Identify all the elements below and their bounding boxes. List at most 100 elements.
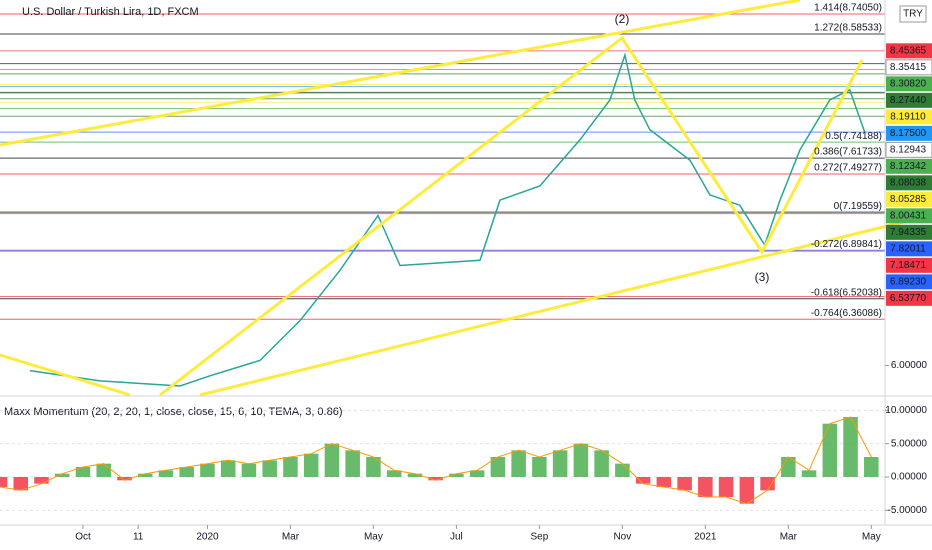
- y2-tick-label: 5.00000: [891, 438, 928, 449]
- momentum-bar: [760, 477, 775, 491]
- momentum-bar: [324, 443, 340, 477]
- momentum-bar: [864, 457, 879, 477]
- x-tick-label: Jul: [450, 532, 463, 543]
- momentum-line: [0, 416, 872, 505]
- chart-title: U.S. Dollar / Turkish Lira, 1D, FXCM: [22, 6, 199, 18]
- momentum-bar: [386, 470, 402, 477]
- x-tick-label: May: [862, 532, 881, 543]
- fib-label: 1.272(8.58533): [814, 23, 882, 34]
- price-tag: [886, 191, 932, 207]
- price-tag-label: 8.12943: [890, 144, 927, 155]
- price-tag-label: 8.08038: [890, 177, 927, 188]
- momentum-bar: [615, 463, 630, 477]
- momentum-bar: [677, 477, 692, 491]
- momentum-bar: [552, 450, 568, 477]
- price-tag-label: 8.35415: [890, 62, 927, 73]
- momentum-bar: [801, 470, 817, 477]
- price-tag-label: 8.30820: [890, 78, 927, 89]
- momentum-bar: [200, 463, 215, 477]
- price-tag-label: 7.18471: [890, 260, 927, 271]
- price-tag: [886, 241, 932, 257]
- channel-top: [0, 0, 801, 147]
- price-tag-label: 7.82011: [890, 243, 926, 254]
- x-tick-label: May: [364, 532, 383, 543]
- y2-tick-label: 10.00000: [885, 405, 927, 416]
- momentum-bar: [594, 450, 609, 477]
- momentum-bar: [220, 460, 236, 477]
- momentum-bar: [822, 423, 838, 477]
- price-tag: [886, 76, 932, 92]
- price-tag-label: 8.00431: [890, 210, 927, 221]
- currency-box[interactable]: [899, 5, 927, 23]
- x-tick-label: Sep: [530, 532, 548, 543]
- price-tag: [885, 141, 932, 158]
- x-tick-label: 2021: [694, 532, 717, 543]
- momentum-bar: [698, 477, 713, 497]
- momentum-bar: [635, 477, 651, 484]
- momentum-bar: [511, 450, 526, 477]
- channel-bottom: [199, 213, 932, 397]
- momentum-bar: [262, 460, 277, 477]
- x-tick-label: Nov: [613, 532, 631, 543]
- price-tag: [886, 224, 932, 240]
- momentum-bar: [345, 450, 360, 477]
- momentum-bar: [490, 457, 506, 477]
- momentum-bar: [96, 463, 111, 477]
- price-tag: [886, 92, 932, 108]
- price-tag: [886, 109, 932, 125]
- y2-tick-label: -5.00000: [888, 505, 928, 516]
- x-tick-label: Mar: [282, 532, 300, 543]
- price-tag: [886, 43, 932, 59]
- fib-label: -0.272(6.89841): [811, 239, 882, 250]
- momentum-bar: [179, 467, 194, 477]
- momentum-bar: [13, 477, 29, 491]
- fib-label: 0(7.19559): [834, 201, 882, 212]
- fib-label: 1.414(8.74050): [814, 3, 882, 14]
- momentum-bar: [718, 477, 734, 497]
- price-tag-label: 6.89230: [890, 276, 927, 287]
- momentum-bar: [656, 477, 672, 487]
- indicator-title: Maxx Momentum (20, 2, 20, 1, close, clos…: [4, 406, 343, 418]
- price-tag: [886, 257, 932, 273]
- fib-label: -0.618(6.52038): [811, 287, 882, 298]
- momentum-bar: [303, 453, 319, 477]
- price-tag: [886, 208, 932, 224]
- price-tag-label: 8.17500: [890, 128, 927, 139]
- momentum-bar: [739, 477, 755, 504]
- price-line: [29, 52, 866, 387]
- price-tag-label: 8.45365: [890, 45, 927, 56]
- y2-tick-label: 0.00000: [891, 472, 928, 483]
- price-tag-label: 6.53770: [890, 293, 927, 304]
- x-tick-label: 11: [133, 532, 144, 543]
- momentum-bar: [54, 473, 70, 477]
- momentum-bar: [0, 477, 8, 487]
- momentum-bar: [532, 457, 547, 477]
- momentum-bar: [75, 467, 91, 477]
- momentum-bar: [283, 457, 298, 477]
- price-tag-label: 8.05285: [890, 194, 927, 205]
- x-tick-label: Oct: [75, 532, 91, 543]
- x-tick-label: 2020: [196, 532, 219, 543]
- price-tag: [886, 125, 932, 141]
- momentum-bar: [137, 473, 153, 477]
- momentum-bar: [407, 473, 423, 477]
- fib-label: 0.386(7.61733): [814, 147, 882, 158]
- momentum-bar: [449, 473, 464, 477]
- price-tag-label: 8.19110: [890, 111, 926, 122]
- momentum-bar: [241, 463, 257, 477]
- momentum-bar: [469, 470, 485, 477]
- price-tag: [886, 290, 932, 306]
- price-tag: [886, 175, 932, 191]
- wave-label: (2): [615, 12, 630, 26]
- y-tick-label: 6.00000: [891, 360, 928, 371]
- momentum-bar: [117, 477, 132, 481]
- wave-path: [159, 35, 864, 397]
- x-tick-label: Mar: [780, 532, 798, 543]
- wave-label: (3): [755, 270, 770, 284]
- price-tag-label: 7.94335: [890, 227, 927, 238]
- trend-lines: [0, 0, 932, 397]
- momentum-bar: [34, 477, 49, 484]
- momentum-bar: [573, 443, 589, 477]
